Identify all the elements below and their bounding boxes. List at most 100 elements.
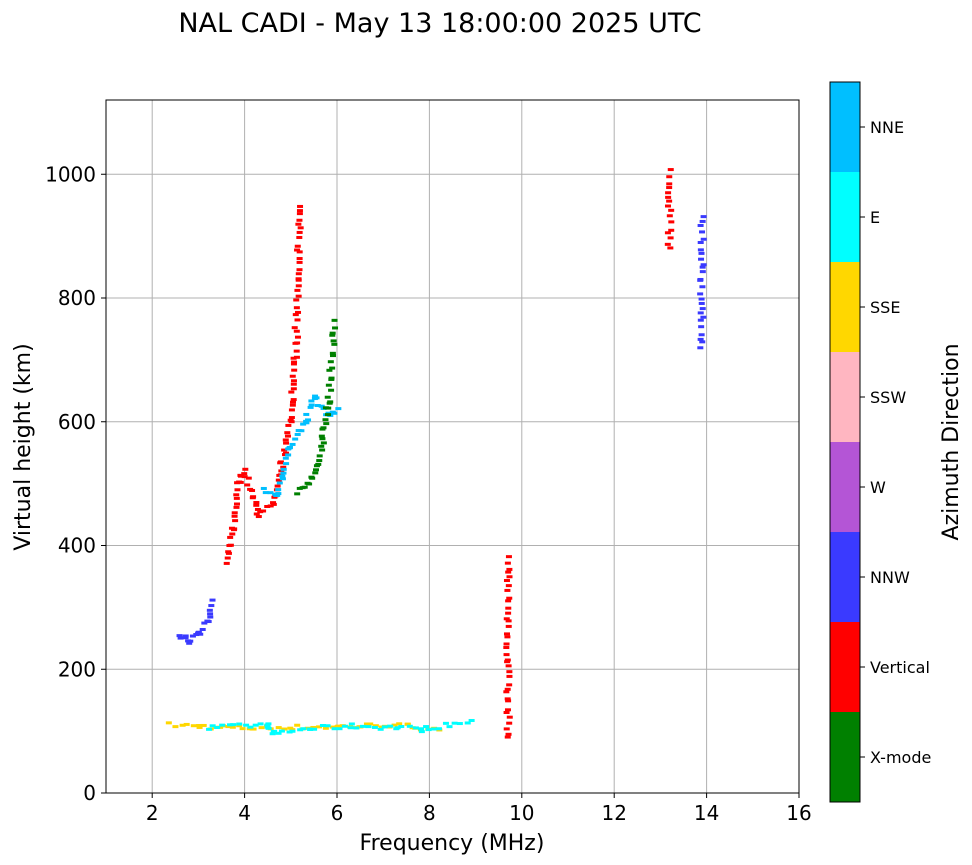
colorbar-segment [830,172,860,262]
data-point-3 [296,250,303,254]
data-point-0 [334,725,341,729]
data-point-7 [666,199,673,203]
data-point-6 [506,575,513,579]
data-point-4 [267,491,274,495]
data-point-8 [699,265,706,269]
data-point-1 [381,725,388,729]
data-point-3 [225,550,232,554]
data-point-3 [296,218,303,222]
data-point-4 [331,411,338,415]
data-point-8 [698,297,705,301]
colorbar-label-nne: NNE [870,118,904,137]
data-point-3 [232,519,239,523]
x-tick-label: 8 [423,801,436,825]
data-point-2 [201,621,208,625]
data-point-8 [697,337,704,341]
data-point-1 [257,722,264,726]
data-point-2 [204,619,211,623]
data-point-1 [331,727,338,731]
y-tick-label: 1000 [45,162,96,186]
data-point-3 [255,515,262,519]
data-point-5 [315,462,322,466]
data-point-7 [664,204,671,208]
colorbar-label: Azimuth Direction [939,343,964,540]
data-point-6 [503,646,510,650]
data-point-5 [327,360,334,364]
colorbar-label-w: W [870,478,886,497]
data-point-0 [250,727,257,731]
data-point-1 [265,726,272,730]
data-point-2 [187,639,194,643]
data-point-6 [505,619,512,623]
data-point-6 [506,596,513,600]
data-point-1 [456,722,463,726]
data-point-1 [236,722,243,726]
data-point-3 [297,204,304,208]
data-point-6 [506,715,513,719]
data-point-1 [348,722,355,726]
data-point-8 [698,325,705,329]
data-point-1 [360,724,367,728]
data-point-3 [275,478,282,482]
data-point-8 [698,301,705,305]
data-point-4 [305,418,312,422]
data-point-0 [200,723,207,727]
data-point-5 [325,413,332,417]
data-point-8 [699,307,706,311]
data-point-4 [308,403,315,407]
data-point-6 [503,653,510,657]
data-point-5 [329,351,336,355]
data-point-4 [275,488,282,492]
data-point-3 [291,326,298,330]
data-point-3 [245,476,252,480]
data-point-8 [699,270,706,274]
data-point-0 [229,725,236,729]
data-point-1 [209,724,216,728]
data-point-3 [293,329,300,333]
data-point-4 [275,492,282,496]
data-point-6 [504,697,511,701]
data-point-6 [504,735,511,739]
data-point-1 [269,732,276,736]
data-point-6 [504,687,511,691]
data-point-3 [234,488,241,492]
data-point-0 [316,725,323,729]
x-tick-label: 6 [331,801,344,825]
colorbar-label-nnw: NNW [870,568,910,587]
data-point-7 [668,208,675,212]
data-point-3 [233,502,240,506]
data-point-0 [287,726,294,730]
data-point-3 [270,502,277,506]
data-point-3 [274,484,281,488]
data-point-3 [290,356,297,360]
data-point-2 [189,634,196,638]
data-point-1 [214,726,221,730]
data-point-6 [505,699,512,703]
data-point-3 [296,257,303,261]
data-point-7 [668,220,675,224]
data-point-6 [503,632,510,636]
data-point-3 [224,556,231,560]
data-point-5 [312,468,319,472]
data-point-6 [505,611,512,615]
data-point-8 [698,333,705,337]
colorbar-label-vertical: Vertical [870,658,930,677]
data-point-3 [260,509,267,513]
data-point-3 [290,362,297,366]
data-point-6 [503,579,510,583]
data-point-0 [329,725,336,729]
data-point-1 [418,727,425,731]
data-point-3 [294,318,301,322]
data-point-4 [313,396,320,400]
data-point-1 [365,725,372,729]
data-point-3 [295,310,302,314]
data-point-0 [225,725,232,729]
data-point-1 [252,723,259,727]
data-point-4 [279,474,286,478]
data-point-6 [506,567,513,571]
y-tick-label: 600 [58,410,96,434]
data-point-3 [254,507,261,511]
data-point-0 [258,726,265,730]
data-point-1 [418,730,425,734]
data-point-4 [279,477,286,481]
